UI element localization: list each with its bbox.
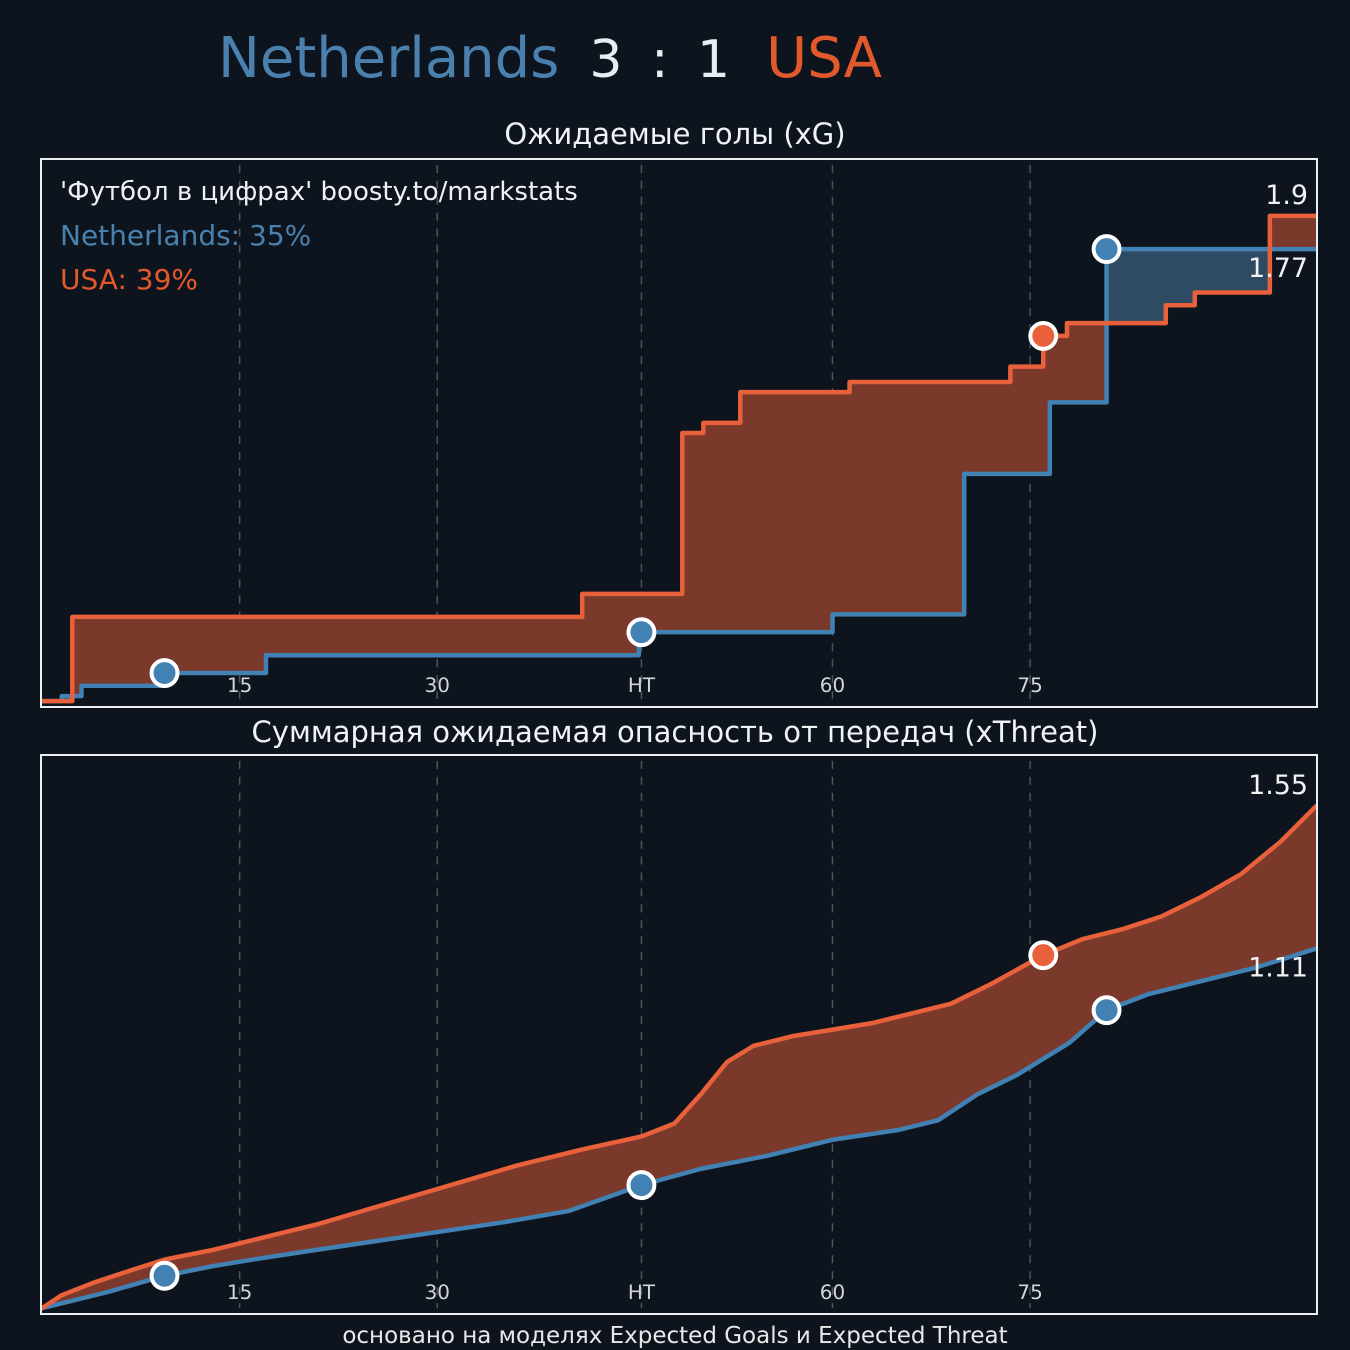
xthreat-chart-title: Суммарная ожидаемая опасность от передач… bbox=[251, 714, 1099, 749]
footer-note: основано на моделях Expected Goals и Exp… bbox=[342, 1323, 1008, 1350]
match-score: 3 : 1 bbox=[589, 30, 737, 90]
tick-label-60: 60 bbox=[820, 1281, 845, 1304]
tick-label-HT: HT bbox=[628, 674, 656, 697]
final-value-away: 1.55 bbox=[1248, 770, 1308, 801]
area-away-dominant bbox=[72, 322, 1106, 696]
final-value-home: 1.11 bbox=[1248, 953, 1308, 984]
tick-label-HT: HT bbox=[628, 1281, 656, 1304]
xg-chart-panel: 15 30 HT 60 75 1.77 1.9 'Футбол в цифрах' boos… bbox=[40, 157, 1318, 708]
xg-chart-title: Ожидаемые голы (xG) bbox=[504, 116, 846, 151]
tick-label-30: 30 bbox=[425, 1281, 450, 1304]
xthreat-chart: 15 30 HT 60 75 1.11 1.55 bbox=[42, 760, 1316, 1311]
tick-label-60: 60 bbox=[820, 674, 845, 697]
area-away-dominant bbox=[1270, 215, 1316, 249]
goal-marker-home-9.3 bbox=[149, 657, 180, 688]
goal-marker-home-45.5 bbox=[626, 617, 657, 647]
xthreat-chart-panel: 15 30 HT 60 75 1.11 1.55 bbox=[40, 754, 1318, 1316]
away-team-name: USA bbox=[766, 26, 882, 91]
line-away bbox=[42, 213, 1316, 704]
tick-label-75: 75 bbox=[1017, 1281, 1042, 1304]
final-value-away: 1.9 bbox=[1265, 180, 1308, 211]
match-header: Netherlands 3 : 1 USA bbox=[0, 0, 1350, 90]
goal-marker-away-76 bbox=[1028, 940, 1059, 971]
tick-label-15: 15 bbox=[227, 674, 252, 697]
goal-marker-home-45.5 bbox=[626, 1170, 657, 1201]
line-away bbox=[42, 804, 1316, 1311]
final-value-home: 1.77 bbox=[1248, 253, 1308, 284]
xg-chart: 15 30 HT 60 75 1.77 1.9 bbox=[42, 164, 1316, 704]
area-away-dominant bbox=[42, 806, 1316, 1309]
home-team-name: Netherlands bbox=[218, 26, 560, 91]
area-home-dominant bbox=[1106, 248, 1270, 323]
tick-label-15: 15 bbox=[227, 1281, 252, 1304]
tick-label-75: 75 bbox=[1017, 674, 1042, 697]
goal-marker-away-76 bbox=[1028, 320, 1059, 351]
goal-marker-home-9.3 bbox=[149, 1260, 180, 1291]
goal-marker-home-80.8 bbox=[1091, 995, 1122, 1026]
goal-marker-home-80.8 bbox=[1091, 233, 1122, 264]
tick-label-30: 30 bbox=[425, 674, 450, 697]
